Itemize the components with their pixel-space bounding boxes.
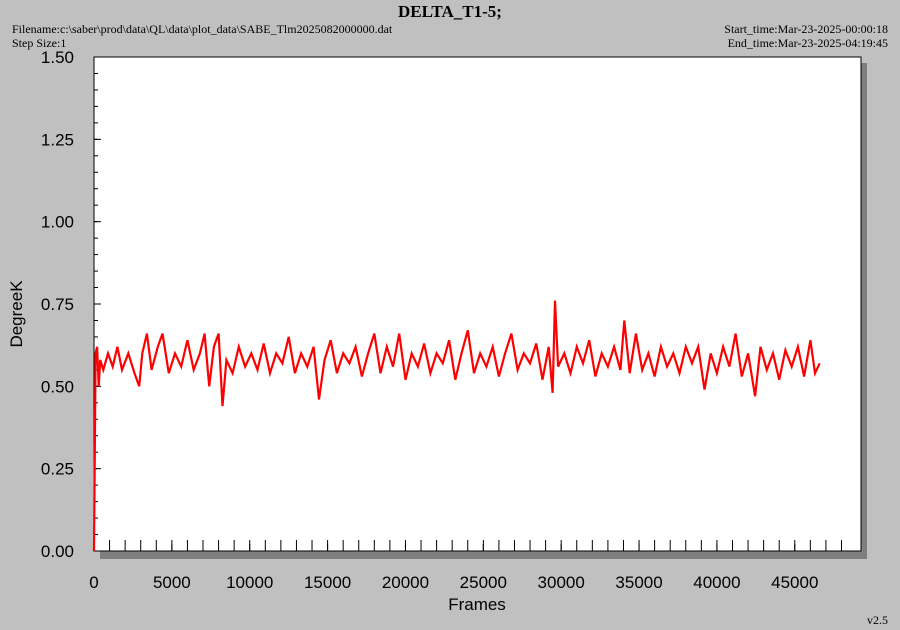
chart-title: DELTA_T1-5; <box>398 2 502 21</box>
x-axis-label: Frames <box>448 595 506 614</box>
x-tick-label: 30000 <box>538 573 585 592</box>
step-size-label: Step Size:1 <box>12 36 67 50</box>
x-tick-label: 15000 <box>304 573 351 592</box>
y-tick-label: 0.00 <box>41 542 74 561</box>
plot-area <box>93 56 862 552</box>
x-tick-label: 20000 <box>382 573 429 592</box>
y-axis-label: DegreeK <box>7 280 26 348</box>
x-tick-label: 5000 <box>153 573 191 592</box>
start-time-label: Start_time:Mar-23-2025-00:00:18 <box>724 22 888 36</box>
x-tick-label: 35000 <box>615 573 662 592</box>
x-tick-label: 45000 <box>771 573 818 592</box>
axes-group: 0.00 0.25 0.50 0.75 1.00 1.25 1.50 0 5000 10000 15… <box>41 48 842 592</box>
y-tick-label: 0.50 <box>41 377 74 396</box>
y-tick-label: 1.00 <box>41 213 74 232</box>
y-tick-label: 1.50 <box>41 48 74 67</box>
y-tick-label: 0.75 <box>41 295 74 314</box>
x-tick-label: 25000 <box>460 573 507 592</box>
series-group <box>92 300 821 552</box>
filename-label: Filename:c:\saber\prod\data\QL\data\plot… <box>12 22 393 36</box>
y-tick-label: 1.25 <box>41 130 74 149</box>
y-tick-label: 0.25 <box>41 460 74 479</box>
x-tick-label: 0 <box>89 573 98 592</box>
x-tick-label: 40000 <box>693 573 740 592</box>
end-time-label: End_time:Mar-23-2025-04:19:45 <box>727 36 888 50</box>
series-line <box>92 300 821 552</box>
version-label: v2.5 <box>867 613 888 627</box>
x-tick-label: 10000 <box>226 573 273 592</box>
